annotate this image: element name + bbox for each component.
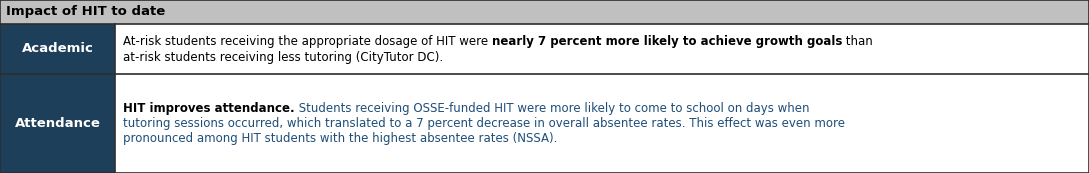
- Text: nearly 7 percent more likely to achieve growth goals: nearly 7 percent more likely to achieve …: [492, 35, 842, 48]
- Bar: [0, 24, 115, 74]
- Text: tutoring sessions occurred, which translated to a 7 percent decrease in overall : tutoring sessions occurred, which transl…: [123, 117, 845, 130]
- Text: Attendance: Attendance: [14, 117, 100, 130]
- Text: At-risk students receiving the appropriate dosage of HIT were: At-risk students receiving the appropria…: [123, 35, 492, 48]
- Text: Impact of HIT to date: Impact of HIT to date: [7, 6, 166, 19]
- Text: HIT improves attendance.: HIT improves attendance.: [123, 102, 295, 115]
- Bar: [0, 0, 1089, 24]
- Bar: [0, 74, 115, 173]
- Text: Academic: Academic: [22, 43, 94, 56]
- Bar: [0, 24, 1089, 74]
- Text: Students receiving OSSE-funded HIT were more likely to come to school on days wh: Students receiving OSSE-funded HIT were …: [295, 102, 809, 115]
- Bar: [0, 74, 1089, 173]
- Text: at-risk students receiving less tutoring (CityTutor DC).: at-risk students receiving less tutoring…: [123, 51, 443, 64]
- Text: than: than: [842, 35, 873, 48]
- Text: pronounced among HIT students with the highest absentee rates (NSSA).: pronounced among HIT students with the h…: [123, 132, 558, 145]
